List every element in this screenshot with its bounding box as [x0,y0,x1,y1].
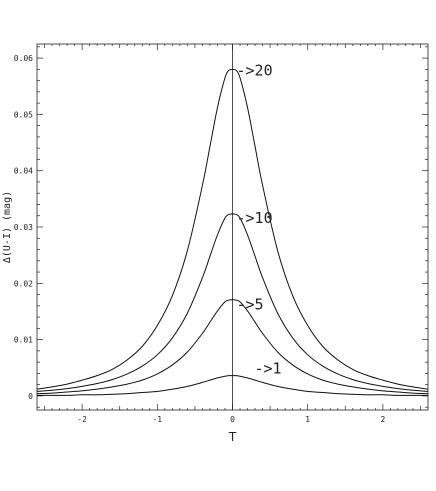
plot-area: -2 -1 0 1 2 0 0.01 0.02 0.03 0.04 0.05 0.06 ->20 ->10… [14,43,429,424]
series-label-3: ->5 [237,296,264,314]
y-tick-label: 0.05 [14,110,33,119]
series-line-3 [36,299,429,395]
series-line-4 [36,375,428,396]
y-tick-label: 0.01 [14,336,33,345]
y-tick-label: 0 [28,392,33,401]
y-tick-label: 0.03 [14,223,33,232]
x-tick-label: 1 [305,415,310,424]
x-tick-label: -2 [77,415,87,424]
x-tick-label: -1 [152,415,162,424]
y-tick-label: 0.04 [14,167,33,176]
y-axis-label: Δ(U-I) (mag) [2,191,13,263]
y-tick-label: 0.06 [14,54,33,63]
series-line-2 [36,213,429,392]
x-axis-label: T [228,430,237,444]
series-line-1 [36,68,429,390]
series-label-1: ->20 [237,61,273,79]
y-tick-label: 0.02 [14,279,33,288]
series-label-2: ->10 [237,209,273,227]
x-tick-label: 2 [380,415,385,424]
series-label-4: ->1 [255,360,282,378]
x-tick-label: 0 [230,415,235,424]
